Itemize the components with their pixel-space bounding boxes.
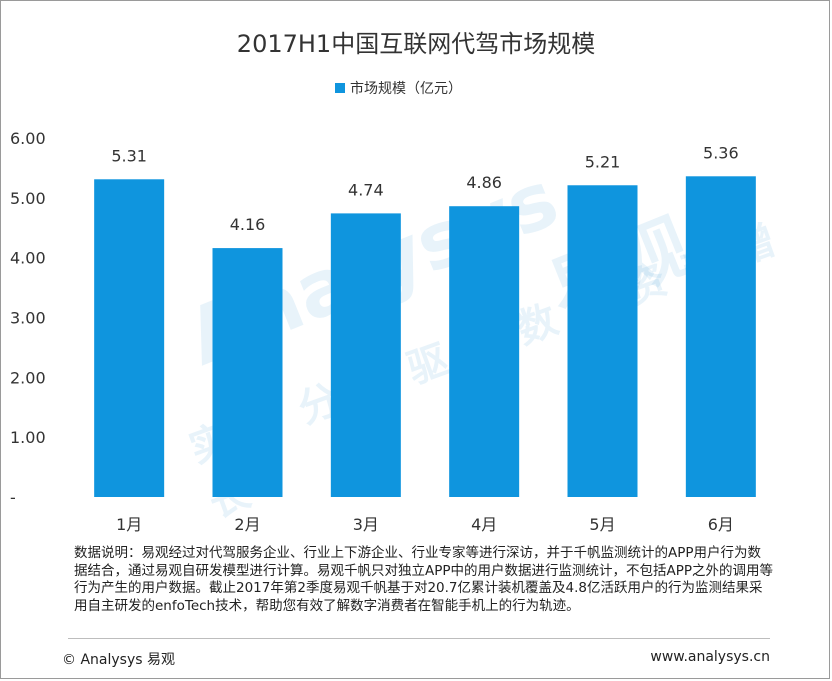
- data-label: 5.31: [111, 146, 147, 165]
- data-labels: 5.31 4.16 4.74 4.86 5.21 5.36: [111, 143, 738, 234]
- chart-title: 2017H1中国互联网代驾市场规模: [237, 30, 595, 58]
- x-tick-label: 2月: [234, 515, 260, 534]
- footer-divider: [68, 638, 770, 639]
- bar: [567, 185, 638, 498]
- data-label: 4.86: [466, 173, 502, 192]
- legend-label: 市场规模（亿元）: [350, 80, 462, 97]
- y-tick-label: 4.00: [10, 249, 46, 268]
- x-tick-label: 6月: [708, 515, 734, 534]
- y-tick-label: -: [10, 488, 16, 507]
- data-label: 4.16: [230, 215, 266, 234]
- y-tick-label: 6.00: [10, 129, 46, 148]
- site-url: www.analysys.cn: [650, 649, 770, 665]
- bar: [94, 179, 165, 497]
- data-note: 数据说明：易观经过对代驾服务企业、行业上下游企业、行业专家等进行深访，并于千帆监…: [74, 545, 774, 614]
- bar: [449, 206, 520, 497]
- x-tick-label: 1月: [116, 515, 142, 534]
- legend-swatch: [335, 83, 345, 93]
- legend: 市场规模（亿元）: [335, 80, 462, 97]
- y-axis: - 1.00 2.00 3.00 4.00 5.00 6.00: [10, 129, 46, 507]
- data-label: 4.74: [348, 180, 384, 199]
- bar-chart: 2017H1中国互联网代驾市场规模 市场规模（亿元） - 1.00 2.00 3.00…: [10, 30, 756, 534]
- y-tick-label: 2.00: [10, 368, 46, 387]
- y-tick-label: 5.00: [10, 189, 46, 208]
- bar: [212, 248, 283, 497]
- x-axis: 1月 2月 3月 4月 5月 6月: [116, 515, 734, 534]
- data-label: 5.21: [585, 152, 621, 171]
- x-tick-label: 3月: [353, 515, 379, 534]
- y-tick-label: 3.00: [10, 309, 46, 328]
- copyright-text: © Analysys 易观: [62, 652, 175, 668]
- data-label: 5.36: [703, 143, 739, 162]
- x-tick-label: 4月: [471, 515, 497, 534]
- bar-series: [94, 176, 756, 498]
- x-tick-label: 5月: [589, 515, 615, 534]
- bar: [685, 176, 756, 497]
- bar: [330, 213, 401, 497]
- y-tick-label: 1.00: [10, 428, 46, 447]
